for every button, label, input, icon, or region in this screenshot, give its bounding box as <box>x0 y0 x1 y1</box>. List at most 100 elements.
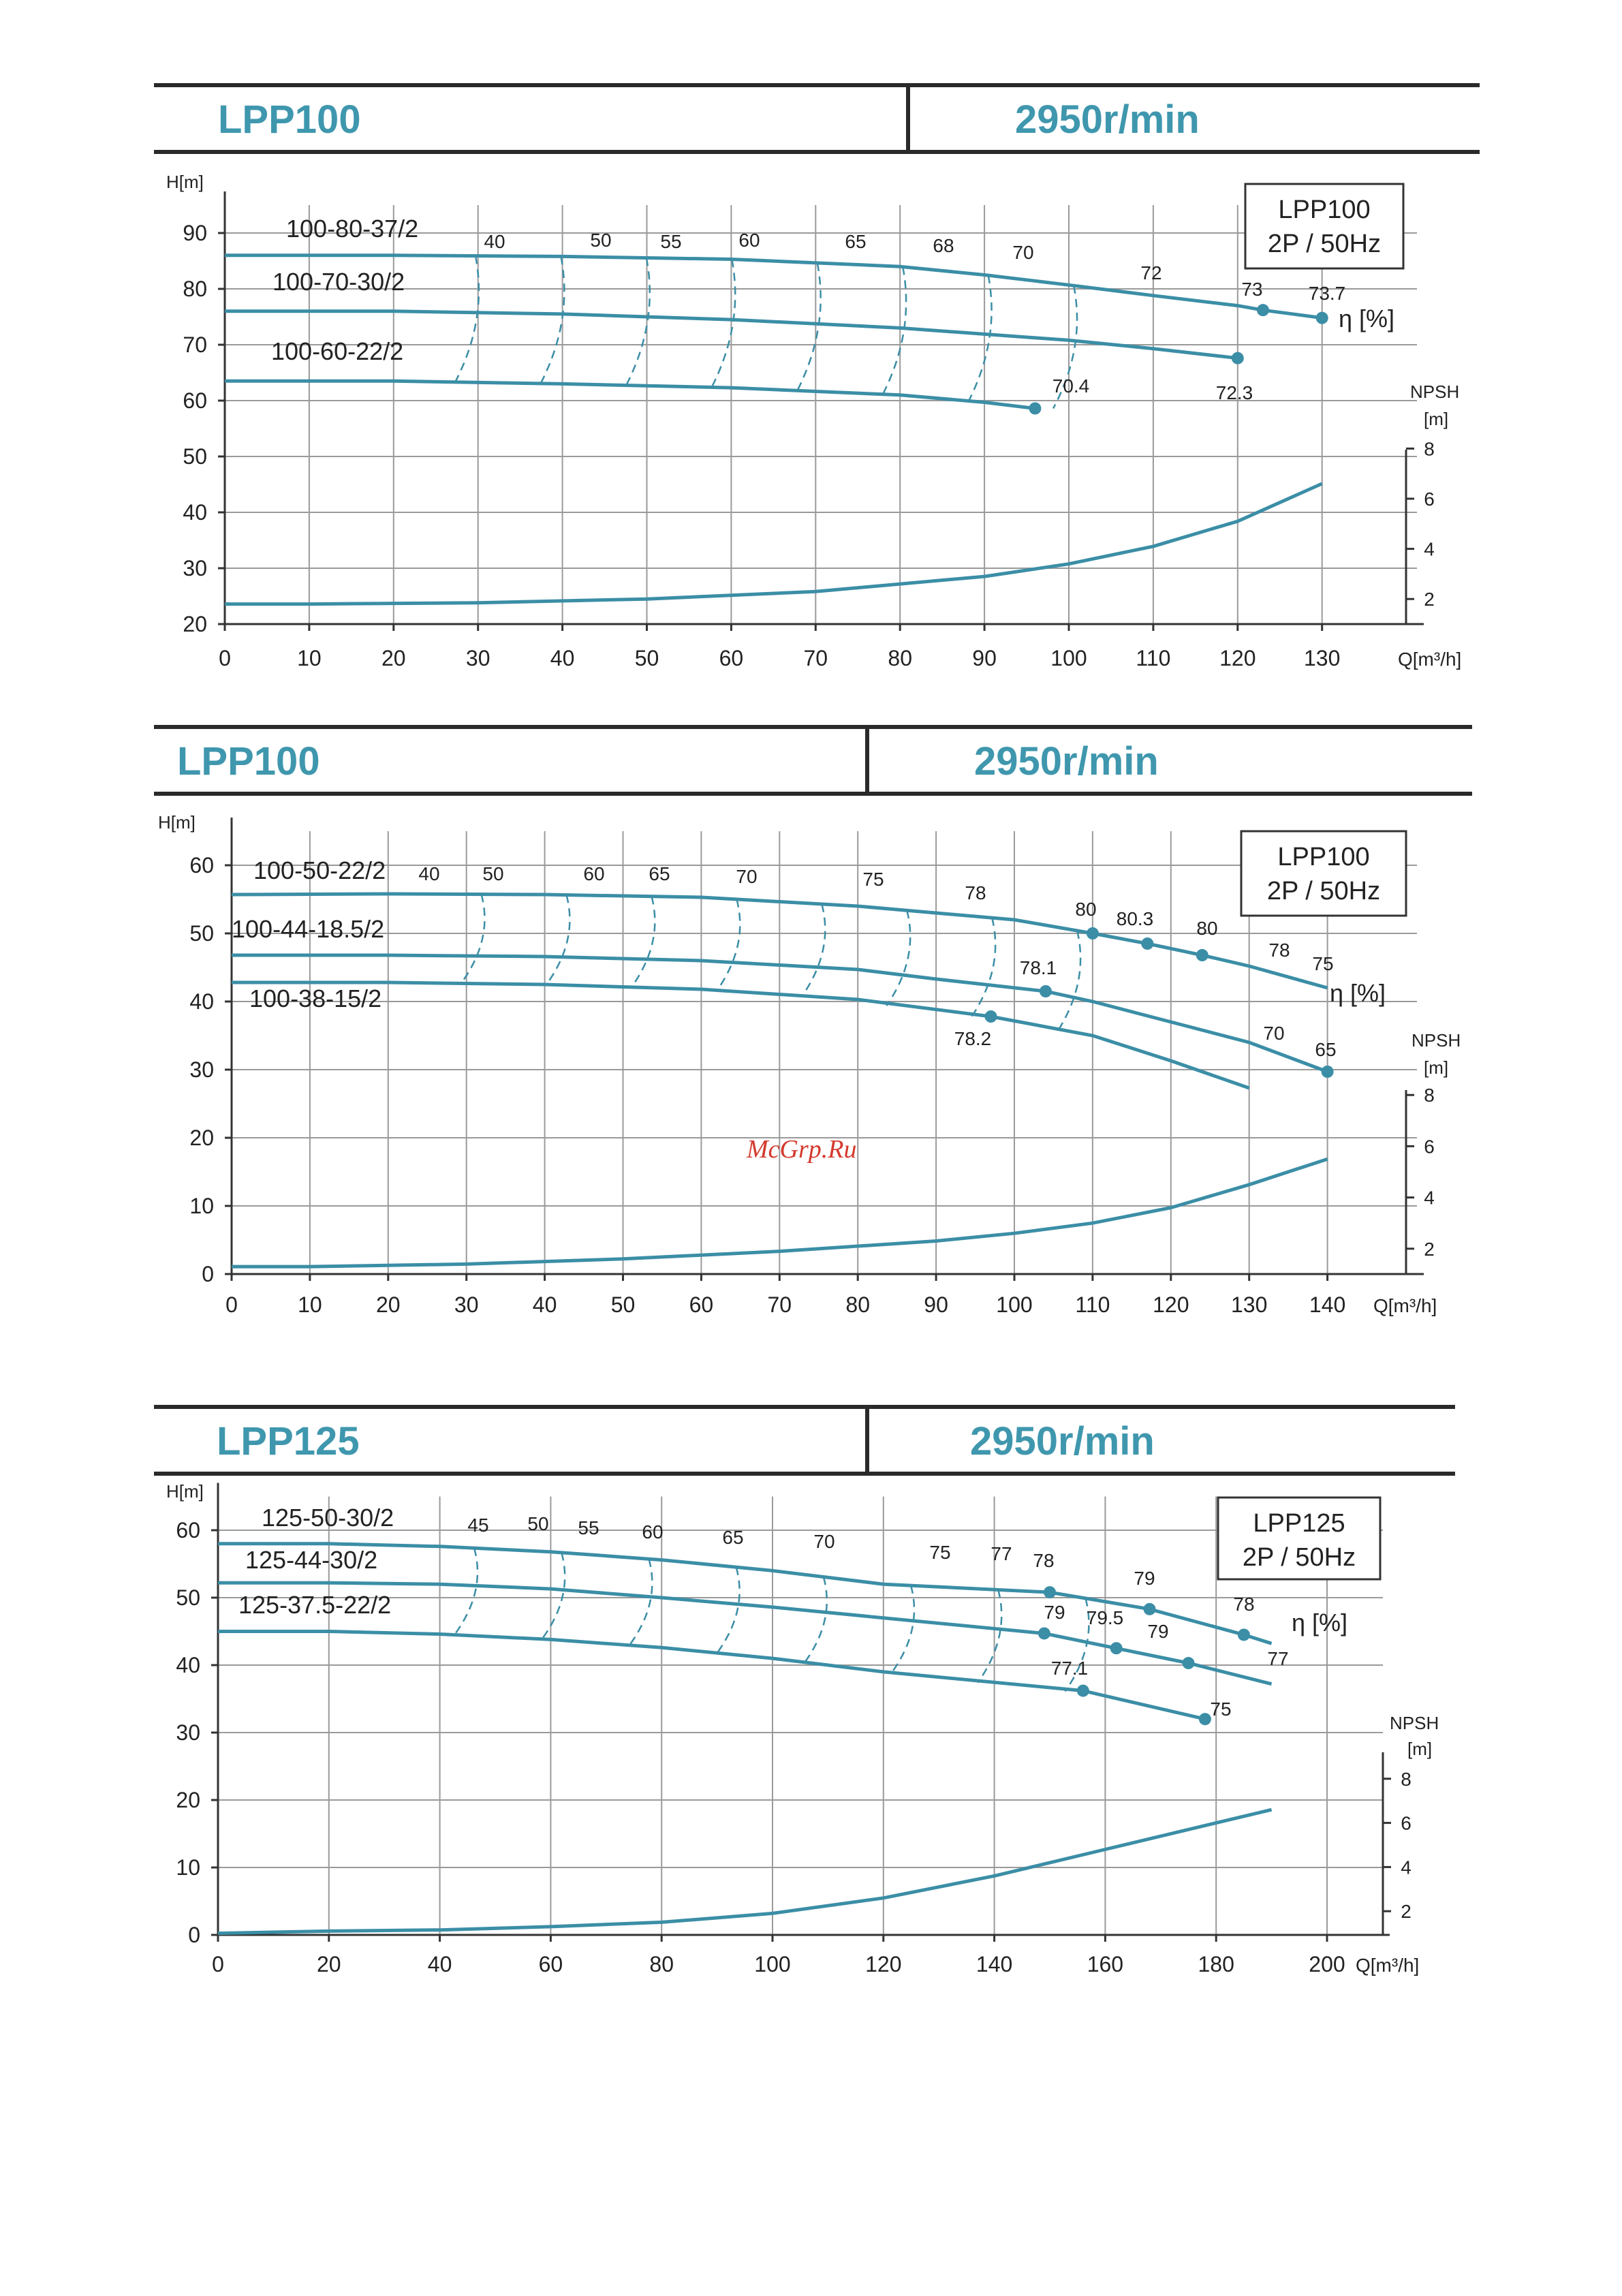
efficiency-isoline <box>800 903 826 998</box>
legend-model: LPP125 <box>1253 1509 1345 1538</box>
efficiency-label: 65 <box>722 1527 743 1548</box>
y-tick-label: 50 <box>189 921 214 946</box>
npsh-curve <box>232 1157 1328 1269</box>
x-tick-label: 90 <box>972 646 997 670</box>
x-tick-label: 140 <box>1309 1292 1345 1317</box>
efficiency-label: 65 <box>845 231 866 252</box>
x-tick-label: 90 <box>924 1292 948 1317</box>
x-tick-label: 120 <box>1153 1292 1189 1317</box>
efficiency-marker <box>1039 985 1052 997</box>
efficiency-label: 78 <box>1033 1550 1054 1571</box>
y-tick-label: 60 <box>189 853 214 878</box>
efficiency-isoline <box>711 259 736 388</box>
efficiency-label: 78 <box>965 882 986 903</box>
y-tick-label: 30 <box>183 556 207 580</box>
series-label: 100-38-15/2 <box>249 984 381 1012</box>
y-tick-label: 90 <box>183 221 207 245</box>
x-tick-label: 20 <box>381 646 406 670</box>
x-tick-label: 0 <box>219 646 231 670</box>
efficiency-label: 75 <box>929 1542 950 1563</box>
x-tick-label: 180 <box>1198 1952 1234 1976</box>
efficiency-label: 80.3 <box>1117 908 1154 929</box>
npsh-tick-label: 6 <box>1424 1136 1435 1157</box>
x-tick-label: 80 <box>888 646 912 670</box>
chart3-speed: 2950r/min <box>970 1419 1155 1463</box>
x-tick-label: 40 <box>533 1292 557 1317</box>
x-tick-label: 30 <box>454 1292 479 1317</box>
efficiency-label: 65 <box>649 863 670 884</box>
chart1-header: LPP100 2950r/min <box>154 83 1480 154</box>
npsh-axis-title: NPSH <box>1412 1030 1461 1051</box>
y-tick-label: 20 <box>189 1126 214 1150</box>
x-tick-label: 120 <box>865 1952 901 1976</box>
x-tick-label: 60 <box>689 1292 714 1317</box>
efficiency-isoline <box>453 1547 479 1636</box>
npsh-tick-label: 2 <box>1401 1901 1412 1922</box>
x-tick-label: 30 <box>466 646 490 670</box>
efficiency-marker <box>1315 311 1328 324</box>
y-tick-label: 30 <box>189 1057 214 1082</box>
x-tick-label: 130 <box>1304 646 1340 670</box>
efficiency-label: 65 <box>1315 1039 1336 1060</box>
chart2-speed: 2950r/min <box>974 739 1159 784</box>
legend-poles-frequency: 2P / 50Hz <box>1268 230 1381 258</box>
y-tick-label: 60 <box>176 1518 200 1542</box>
series-label: 125-37.5-22/2 <box>238 1591 391 1619</box>
x-tick-label: 110 <box>1075 1292 1110 1317</box>
x-axis-title: Q[m³/h] <box>1356 1955 1419 1976</box>
chart1-model-title: LPP100 <box>218 97 361 142</box>
x-tick-label: 140 <box>976 1952 1012 1976</box>
series-label: 100-60-22/2 <box>271 337 403 365</box>
efficiency-isoline <box>630 896 656 989</box>
x-tick-label: 100 <box>1050 646 1087 670</box>
chart2-plot: 0 10 20 30 40 50 60 70 80 90 100 110 120 130 140 0 10 20 3… <box>158 812 1461 1317</box>
x-tick-label: 10 <box>298 1292 322 1317</box>
y-tick-label: 0 <box>188 1923 200 1947</box>
efficiency-axis-label: η [%] <box>1292 1609 1347 1636</box>
efficiency-marker <box>984 1010 997 1023</box>
legend-poles-frequency: 2P / 50Hz <box>1267 877 1380 905</box>
efficiency-isoline <box>715 1566 740 1656</box>
efficiency-label: 79 <box>1044 1602 1065 1623</box>
efficiency-label: 77 <box>1267 1648 1288 1669</box>
chart1-speed: 2950r/min <box>1015 97 1200 142</box>
x-tick-label: 60 <box>719 646 744 670</box>
watermark: McGrp.Ru <box>747 1135 857 1164</box>
efficiency-label: 60 <box>583 863 604 884</box>
efficiency-label: 60 <box>642 1521 663 1542</box>
efficiency-label: 73.7 <box>1309 283 1346 304</box>
efficiency-marker <box>1321 1066 1334 1078</box>
y-tick-label: 50 <box>176 1585 200 1610</box>
legend-model: LPP100 <box>1277 843 1369 871</box>
y-tick-label: 40 <box>183 500 207 525</box>
chart3-model-title: LPP125 <box>217 1419 360 1463</box>
efficiency-isoline <box>1064 1598 1090 1692</box>
npsh-axis-unit: [m] <box>1407 1739 1432 1759</box>
x-tick-label: 50 <box>611 1292 636 1317</box>
efficiency-label: 72 <box>1140 262 1161 283</box>
npsh-tick-label: 4 <box>1401 1857 1412 1878</box>
x-tick-label: 80 <box>845 1292 870 1317</box>
series-label: 100-44-18.5/2 <box>232 915 384 943</box>
x-tick-label: 120 <box>1219 646 1256 670</box>
efficiency-axis-label: η [%] <box>1339 305 1394 332</box>
efficiency-marker <box>1198 1713 1211 1726</box>
efficiency-label: 77.1 <box>1051 1658 1089 1679</box>
npsh-tick-label: 8 <box>1424 1085 1435 1106</box>
efficiency-label: 50 <box>590 230 611 251</box>
x-tick-label: 20 <box>317 1952 341 1976</box>
efficiency-isoline <box>1052 285 1078 409</box>
chart2-model-title: LPP100 <box>177 739 320 784</box>
efficiency-isoline <box>460 894 486 984</box>
efficiency-isoline <box>625 258 651 386</box>
header-divider <box>865 1409 869 1472</box>
efficiency-marker <box>1237 1628 1250 1641</box>
npsh-axis-title: NPSH <box>1410 382 1459 402</box>
efficiency-isoline <box>890 1585 916 1675</box>
efficiency-isoline <box>802 1577 828 1665</box>
x-tick-label: 10 <box>297 646 322 670</box>
legend-poles-frequency: 2P / 50Hz <box>1243 1543 1356 1572</box>
efficiency-label: 70 <box>1263 1023 1284 1044</box>
hq-curve-2 <box>232 953 1328 1074</box>
y-tick-label: 40 <box>176 1653 200 1677</box>
